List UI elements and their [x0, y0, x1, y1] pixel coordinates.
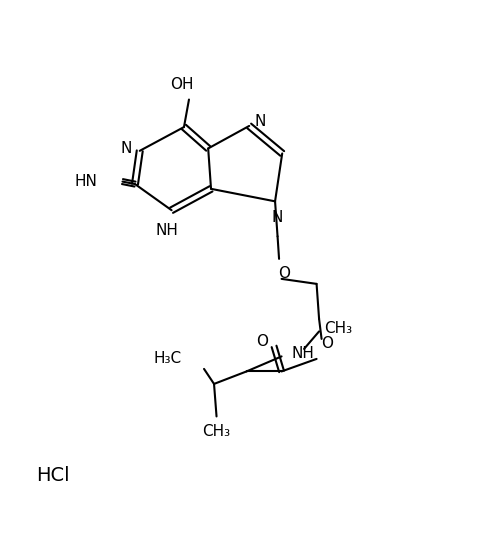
Text: O: O — [321, 337, 333, 351]
Text: CH₃: CH₃ — [203, 424, 230, 439]
Text: HCl: HCl — [36, 466, 70, 485]
Text: NH: NH — [155, 223, 178, 238]
Text: HN: HN — [74, 174, 98, 189]
Text: N: N — [272, 210, 283, 225]
Text: H₃C: H₃C — [153, 351, 182, 366]
Text: CH₃: CH₃ — [324, 321, 352, 337]
Text: N: N — [121, 141, 132, 156]
Text: O: O — [278, 266, 290, 282]
Text: OH: OH — [170, 77, 193, 92]
Text: O: O — [256, 334, 268, 349]
Text: N: N — [254, 114, 266, 129]
Text: NH: NH — [292, 346, 314, 361]
